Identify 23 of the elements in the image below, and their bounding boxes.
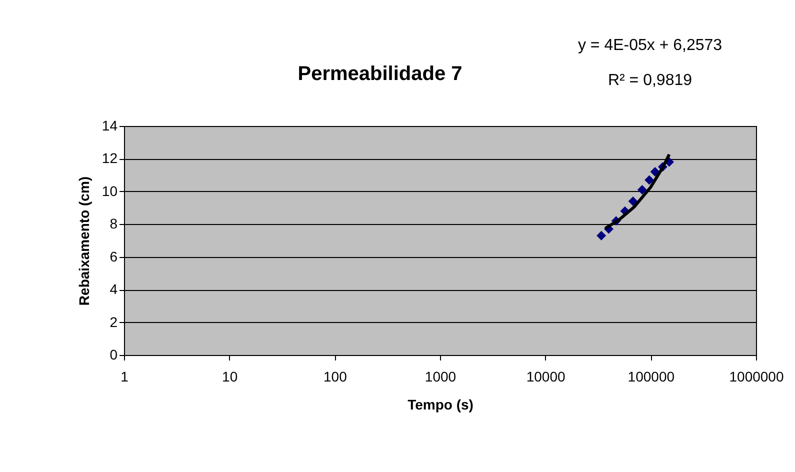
point bbox=[650, 167, 660, 177]
text: y = 4E-05x + 6,2573 bbox=[578, 37, 722, 54]
x-tick-label: 1 bbox=[120, 368, 129, 384]
point bbox=[628, 196, 638, 206]
x-axis-title: Tempo (s) bbox=[408, 396, 474, 412]
x-tick-label: 10 bbox=[222, 368, 238, 384]
y-tick-label: 14 bbox=[102, 118, 118, 134]
point bbox=[596, 230, 606, 240]
x-tick-label: 1000000 bbox=[729, 368, 784, 384]
x-tick-label: 10000 bbox=[526, 368, 566, 384]
x-tick-label: 100000 bbox=[628, 368, 675, 384]
y-tick-label: 12 bbox=[102, 150, 118, 166]
y-axis-title: Rebaixamento (cm) bbox=[76, 176, 92, 306]
y-tick-label: 2 bbox=[110, 314, 118, 330]
y-tick-label: 6 bbox=[110, 248, 118, 264]
text: R² = 0,9819 bbox=[608, 72, 692, 89]
y-tick-label: 4 bbox=[110, 281, 118, 298]
y-tick-label: 0 bbox=[110, 346, 118, 362]
x-tick-label: 100 bbox=[323, 368, 348, 384]
y-tick-label: 8 bbox=[110, 216, 118, 232]
chart-title: Permeabilidade 7 bbox=[298, 63, 462, 85]
x-tick-label: 1000 bbox=[424, 368, 456, 384]
y-tick-label: 10 bbox=[102, 182, 118, 199]
